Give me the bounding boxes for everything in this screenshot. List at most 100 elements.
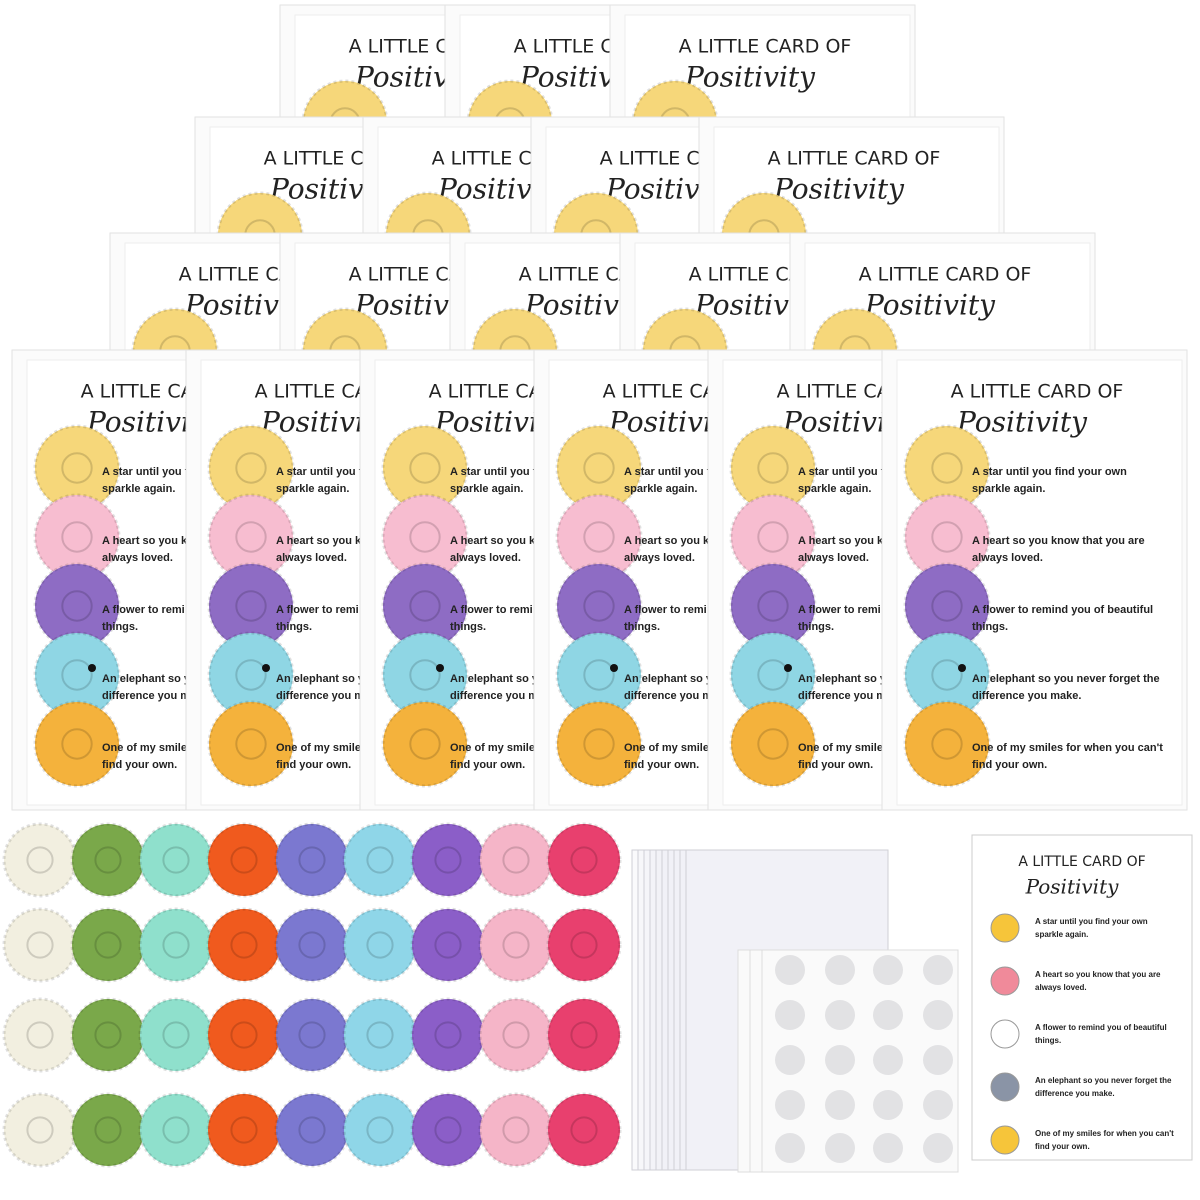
crochet-piece: [274, 907, 350, 983]
card-line: One of my smiles for when you can't: [972, 742, 1163, 754]
card-line: things.: [276, 621, 312, 633]
card-line: always loved.: [276, 552, 347, 564]
crochet-center: [298, 846, 326, 874]
crochet-piece: [381, 562, 469, 650]
crochet-center: [570, 931, 598, 959]
card-icon: [990, 1019, 1020, 1049]
crochet-piece: [138, 822, 214, 898]
card-title: A LITTLE CARD OF: [679, 36, 852, 58]
crochet-center: [757, 590, 789, 622]
crochet-center: [230, 846, 258, 874]
crochet-piece: [903, 700, 991, 788]
elephant-eye: [958, 664, 966, 672]
crochet-piece: [478, 907, 554, 983]
crochet-piece: [70, 822, 146, 898]
crochet-center: [61, 590, 93, 622]
crochet-center: [570, 846, 598, 874]
crochet-piece: [478, 1092, 554, 1168]
sticker-dot: [873, 1045, 903, 1075]
crochet-piece: [342, 822, 418, 898]
crochet-center: [434, 846, 462, 874]
card-line: always loved.: [102, 552, 173, 564]
card-line: find your own.: [798, 759, 873, 771]
card-script: Positivity: [956, 406, 1088, 439]
elephant-eye: [610, 664, 618, 672]
crochet-piece: [410, 997, 486, 1073]
crochet-piece: [33, 493, 121, 581]
single-card-line: sparkle again.: [1035, 930, 1088, 939]
crochet-piece: [903, 631, 991, 719]
sticker-dot: [775, 1090, 805, 1120]
card-icon: [990, 913, 1020, 943]
crochet-center: [434, 1021, 462, 1049]
crochet-center: [61, 659, 93, 691]
crochet-piece: [555, 631, 643, 719]
card-line: find your own.: [450, 759, 525, 771]
card-line: find your own.: [972, 759, 1047, 771]
crochet-center: [162, 846, 190, 874]
card-line: An elephant so you never forget the: [972, 673, 1160, 685]
crochet-center: [502, 1021, 530, 1049]
crochet-piece: [729, 700, 817, 788]
crochet-center: [366, 846, 394, 874]
crochet-piece: [70, 997, 146, 1073]
crochet-piece: [546, 997, 622, 1073]
crochet-piece: [381, 631, 469, 719]
crochet-center: [931, 590, 963, 622]
single-card-script: Positivity: [1025, 875, 1120, 899]
crochet-piece: [903, 424, 991, 512]
card-line: things.: [102, 621, 138, 633]
crochet-piece: [2, 822, 78, 898]
card-script: Positivity: [864, 289, 996, 322]
crochet-center: [230, 931, 258, 959]
card-line: things.: [624, 621, 660, 633]
crochet-piece: [2, 997, 78, 1073]
crochet-center: [570, 1021, 598, 1049]
crochet-piece: [33, 562, 121, 650]
crochet-center: [94, 846, 122, 874]
crochet-center: [94, 931, 122, 959]
card-line: always loved.: [798, 552, 869, 564]
crochet-center: [434, 931, 462, 959]
crochet-piece: [381, 493, 469, 581]
card-line: sparkle again.: [972, 483, 1045, 495]
crochet-piece: [70, 1092, 146, 1168]
card-line: sparkle again.: [276, 483, 349, 495]
crochet-piece: [207, 631, 295, 719]
single-card-line: always loved.: [1035, 983, 1087, 992]
sticker-dot: [873, 1000, 903, 1030]
card-line: difference you make.: [102, 690, 211, 702]
crochet-center: [61, 452, 93, 484]
crochet-center: [94, 1021, 122, 1049]
crochet-piece: [729, 562, 817, 650]
crochet-piece: [478, 822, 554, 898]
card: A LITTLE CARD OF Positivity A star until y…: [881, 349, 1188, 811]
crochet-piece: [274, 1092, 350, 1168]
crochet-center: [298, 931, 326, 959]
crochet-piece: [555, 562, 643, 650]
crochet-piece: [546, 822, 622, 898]
sticker-dot: [923, 1000, 953, 1030]
card-script: Positivity: [773, 173, 905, 206]
crochet-piece: [274, 997, 350, 1073]
card-title: A LITTLE CARD OF: [859, 264, 1032, 286]
crochet-piece: [33, 700, 121, 788]
crochet-piece: [381, 700, 469, 788]
crochet-center: [931, 728, 963, 760]
card-script: Positivity: [684, 61, 816, 94]
crochet-center: [583, 659, 615, 691]
single-card-line: A star until you find your own: [1035, 917, 1148, 926]
crochet-center: [26, 931, 54, 959]
crochet-piece: [206, 1092, 282, 1168]
crochet-center: [583, 728, 615, 760]
card-icon: [990, 966, 1020, 996]
crochet-piece: [138, 1092, 214, 1168]
crochet-piece: [207, 700, 295, 788]
single-card: [971, 834, 1193, 1161]
card-line: sparkle again.: [102, 483, 175, 495]
crochet-center: [235, 659, 267, 691]
sticker-dot: [825, 955, 855, 985]
crochet-center: [26, 1116, 54, 1144]
crochet-center: [235, 521, 267, 553]
